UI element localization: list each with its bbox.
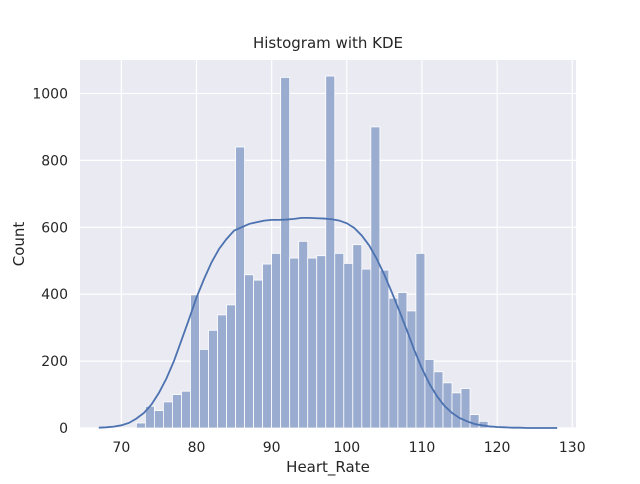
y-tick-label: 600 <box>41 220 68 236</box>
histogram-bar <box>271 252 282 429</box>
histogram-bar <box>370 126 381 429</box>
histogram-bar <box>262 263 273 429</box>
x-tick-label: 120 <box>484 440 511 456</box>
histogram-bar <box>217 314 227 429</box>
histogram-bar <box>298 240 309 429</box>
histogram-bar <box>280 76 291 429</box>
histogram-bar <box>352 244 363 429</box>
histogram-bar <box>289 257 300 429</box>
x-tick-label: 110 <box>409 440 436 456</box>
histogram-bar <box>415 252 426 429</box>
histogram-bar <box>388 297 399 429</box>
y-tick-label: 200 <box>41 354 68 370</box>
y-tick-label: 400 <box>41 287 68 303</box>
histogram-bar <box>226 304 236 429</box>
y-tick-label: 0 <box>59 421 68 437</box>
histogram-bar <box>325 75 336 429</box>
y-tick-labels: 0 200 400 600 800 1000 <box>32 86 68 437</box>
histogram-bar <box>307 257 318 429</box>
histogram-bar <box>181 390 191 429</box>
x-tick-label: 80 <box>188 440 206 456</box>
histogram-bar <box>208 329 218 429</box>
x-tick-labels: 70 80 90 100 110 120 130 <box>112 440 585 456</box>
x-axis-label: Heart_Rate <box>286 458 370 477</box>
histogram-bar <box>406 310 417 429</box>
histogram-bar <box>316 255 327 429</box>
histogram-bar <box>379 269 390 429</box>
histogram-bar <box>135 422 146 429</box>
histogram-bar <box>424 359 435 429</box>
histogram-bars <box>135 75 498 429</box>
histogram-bar <box>153 410 164 429</box>
kde-line <box>98 217 558 429</box>
x-tick-label: 100 <box>333 440 360 456</box>
x-tick-label: 90 <box>263 440 281 456</box>
histogram-bar <box>334 252 345 429</box>
histogram-bar <box>199 348 209 429</box>
x-tick-label: 70 <box>112 440 130 456</box>
chart-title: Histogram with KDE <box>253 34 403 52</box>
y-axis-label: Count <box>10 222 28 267</box>
histogram-bar <box>361 268 372 429</box>
histogram-bar <box>460 388 471 429</box>
histogram-bar <box>451 392 462 429</box>
x-tick-label: 130 <box>559 440 586 456</box>
y-tick-label: 800 <box>41 153 68 169</box>
histogram-bar <box>235 146 245 429</box>
histogram-bar <box>172 394 182 429</box>
histogram-bar <box>244 274 254 429</box>
histogram-bar <box>253 279 264 429</box>
histogram-bar <box>433 371 444 429</box>
histogram-bar <box>343 263 354 429</box>
histogram-bar <box>469 414 480 429</box>
histogram-bar <box>190 294 200 429</box>
y-tick-label: 1000 <box>32 86 68 102</box>
histogram-bar <box>163 401 173 429</box>
